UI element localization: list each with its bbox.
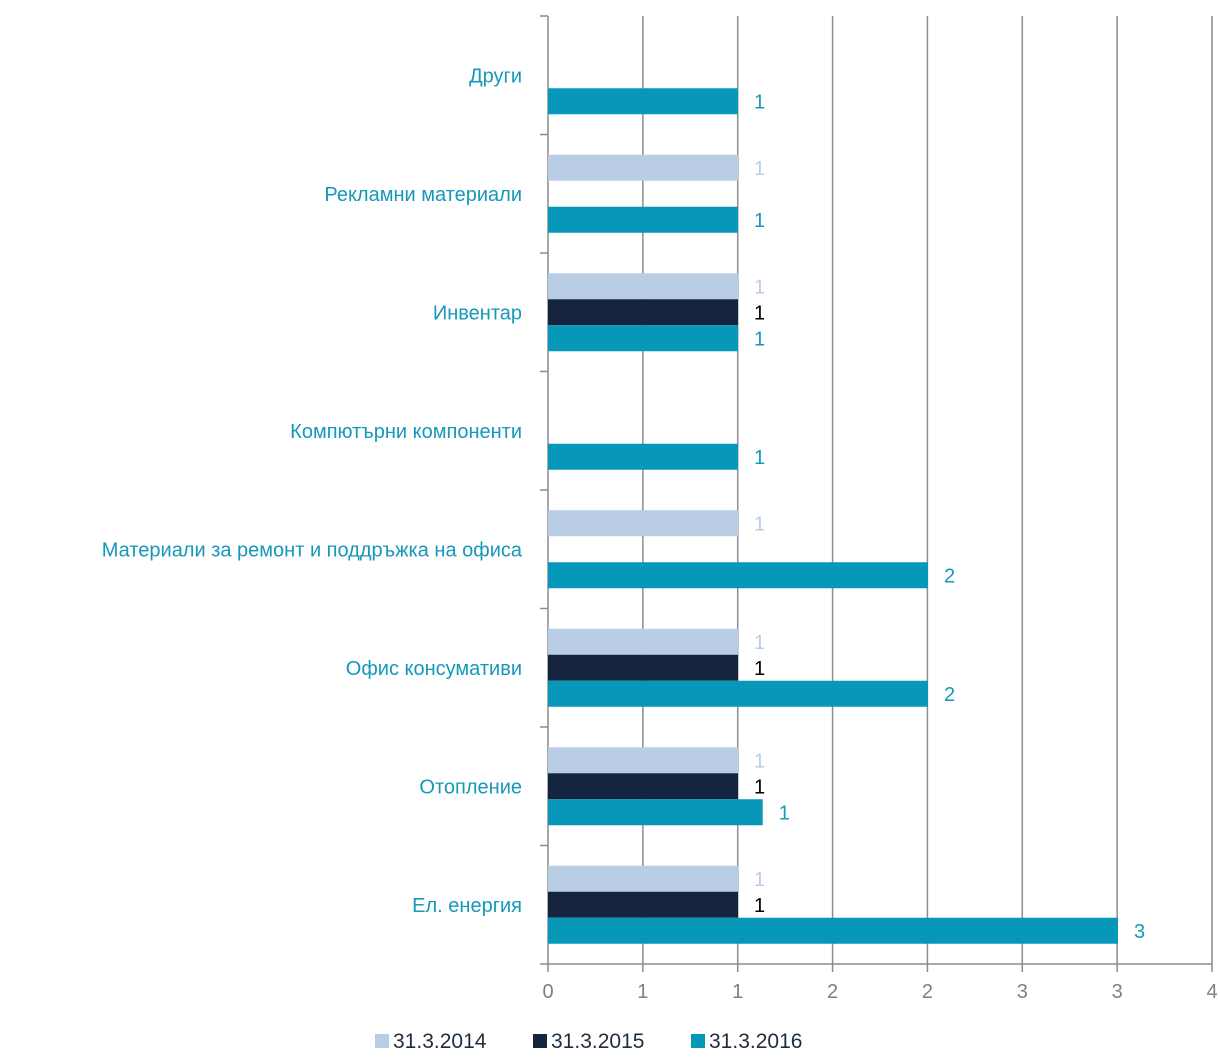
bar-1 bbox=[548, 654, 738, 681]
bar-2 bbox=[548, 799, 763, 826]
data-label: 1 bbox=[754, 513, 765, 535]
bar-1 bbox=[548, 773, 738, 800]
category-label: Материали за ремонт и поддръжка на офиса bbox=[102, 539, 523, 561]
category-label: Ел. енергия bbox=[412, 895, 522, 917]
x-tick-label: 4 bbox=[1206, 981, 1217, 1003]
data-label: 1 bbox=[754, 869, 765, 891]
data-label: 1 bbox=[754, 658, 765, 680]
bar-2 bbox=[548, 562, 928, 589]
data-label: 1 bbox=[754, 302, 765, 324]
bar-0 bbox=[548, 510, 738, 537]
bar-0 bbox=[548, 154, 738, 181]
data-label: 2 bbox=[944, 565, 955, 587]
bar-1 bbox=[548, 891, 738, 918]
bars bbox=[548, 88, 1118, 944]
legend-swatch bbox=[533, 1034, 547, 1048]
legend-swatch bbox=[691, 1034, 705, 1048]
legend-label: 31.3.2014 bbox=[393, 1030, 487, 1053]
data-label: 2 bbox=[944, 684, 955, 706]
data-label: 1 bbox=[779, 802, 790, 824]
category-label: Други bbox=[469, 65, 522, 87]
x-tick-label: 2 bbox=[922, 981, 933, 1003]
x-tick-label: 3 bbox=[1017, 981, 1028, 1003]
bar-0 bbox=[548, 273, 738, 300]
bar-2 bbox=[548, 917, 1118, 944]
bar-1 bbox=[548, 299, 738, 326]
legend-label: 31.3.2016 bbox=[709, 1030, 802, 1053]
category-label: Инвентар bbox=[433, 302, 522, 324]
data-label: 1 bbox=[754, 91, 765, 113]
bar-0 bbox=[548, 865, 738, 892]
x-tick-label: 2 bbox=[827, 981, 838, 1003]
data-label: 1 bbox=[754, 447, 765, 469]
data-label: 1 bbox=[754, 210, 765, 232]
bar-2 bbox=[548, 206, 738, 233]
x-tick-label: 1 bbox=[637, 981, 648, 1003]
category-label: Офис консумативи bbox=[346, 658, 522, 680]
x-tick-label: 1 bbox=[732, 981, 743, 1003]
data-label: 1 bbox=[754, 895, 765, 917]
category-label: Рекламни материали bbox=[324, 184, 522, 206]
x-tick-label: 0 bbox=[542, 981, 553, 1003]
bar-2 bbox=[548, 680, 928, 707]
bar-0 bbox=[548, 747, 738, 774]
legend-label: 31.3.2015 bbox=[551, 1030, 644, 1053]
category-label: Отопление bbox=[419, 776, 522, 798]
category-label: Компютърни компоненти bbox=[290, 421, 522, 443]
data-label: 1 bbox=[754, 750, 765, 772]
data-label: 1 bbox=[754, 776, 765, 798]
bar-0 bbox=[548, 628, 738, 655]
bar-2 bbox=[548, 443, 738, 470]
legend-swatch bbox=[375, 1034, 389, 1048]
data-label: 3 bbox=[1134, 921, 1145, 943]
x-tick-label: 3 bbox=[1112, 981, 1123, 1003]
data-label: 1 bbox=[754, 158, 765, 180]
data-label: 1 bbox=[754, 328, 765, 350]
data-label: 1 bbox=[754, 276, 765, 298]
bar-2 bbox=[548, 88, 738, 115]
data-label: 1 bbox=[754, 632, 765, 654]
legend: 31.3.2014 31.3.2015 31.3.2016 bbox=[375, 1030, 802, 1053]
bar-2 bbox=[548, 325, 738, 352]
